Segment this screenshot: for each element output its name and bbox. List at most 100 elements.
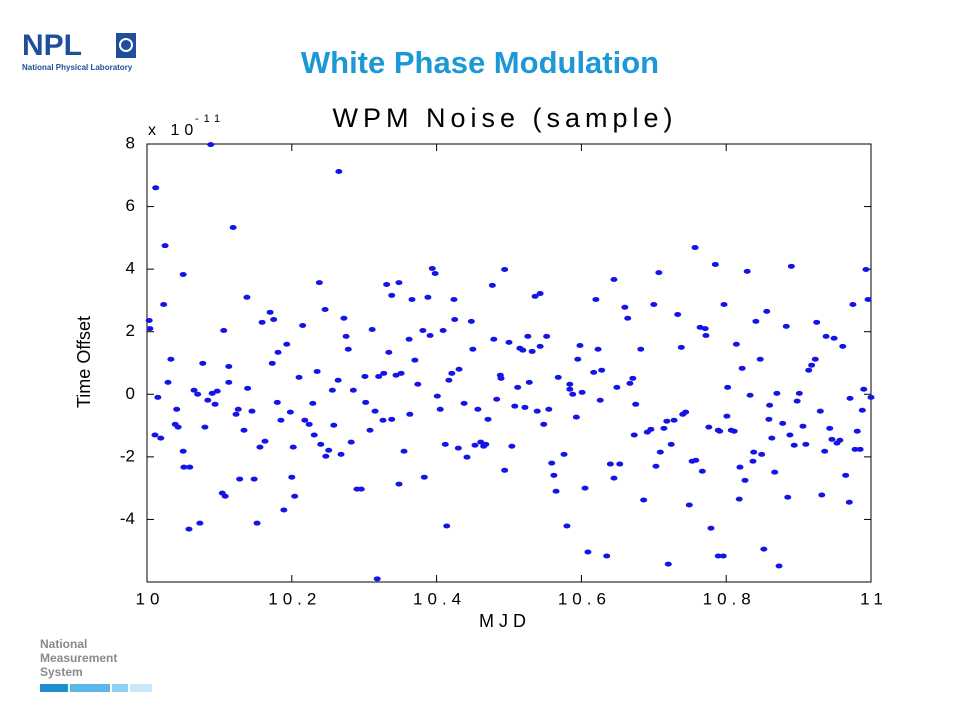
footer-bar xyxy=(130,684,152,692)
point xyxy=(361,373,369,379)
point xyxy=(652,463,660,469)
point xyxy=(173,406,181,412)
point xyxy=(196,520,204,526)
point xyxy=(552,488,560,494)
point xyxy=(842,472,850,478)
point xyxy=(730,428,738,434)
y-tick-label: -4 xyxy=(120,509,135,528)
point xyxy=(428,266,436,272)
point xyxy=(528,348,536,354)
point xyxy=(145,317,153,323)
point xyxy=(180,464,188,470)
point xyxy=(328,387,336,393)
point xyxy=(167,356,175,362)
point xyxy=(349,387,357,393)
point xyxy=(664,561,672,567)
y-axis-label: Time Offset xyxy=(74,316,94,408)
point xyxy=(738,365,746,371)
point xyxy=(822,333,830,339)
point xyxy=(273,399,281,405)
logo-bg xyxy=(22,30,102,60)
point xyxy=(584,549,592,555)
point xyxy=(773,390,781,396)
point xyxy=(811,356,819,362)
y-tick-label: 2 xyxy=(126,321,135,340)
point xyxy=(524,333,532,339)
point xyxy=(864,296,872,302)
point xyxy=(616,461,624,467)
point xyxy=(433,393,441,399)
point xyxy=(501,467,509,473)
point xyxy=(735,496,743,502)
point xyxy=(701,326,709,332)
point xyxy=(490,336,498,342)
point xyxy=(253,520,261,526)
point xyxy=(752,318,760,324)
point xyxy=(270,317,278,323)
point xyxy=(236,476,244,482)
point xyxy=(443,523,451,529)
point xyxy=(545,406,553,412)
point xyxy=(463,454,471,460)
point xyxy=(460,400,468,406)
point xyxy=(572,414,580,420)
point xyxy=(610,475,618,481)
point xyxy=(289,444,297,450)
point xyxy=(207,142,215,148)
point xyxy=(497,375,505,381)
point xyxy=(763,308,771,314)
slide-title: White Phase Modulation xyxy=(301,45,659,80)
y-tick-label: 4 xyxy=(126,259,135,278)
point xyxy=(161,243,169,249)
point xyxy=(395,481,403,487)
point xyxy=(179,271,187,277)
point xyxy=(258,319,266,325)
point xyxy=(277,417,285,423)
point xyxy=(151,432,159,438)
footer-bar xyxy=(70,684,110,692)
point xyxy=(719,553,727,559)
point xyxy=(371,408,379,414)
point xyxy=(802,441,810,447)
point xyxy=(736,464,744,470)
point xyxy=(388,416,396,422)
point xyxy=(380,370,388,376)
point xyxy=(846,395,854,401)
point xyxy=(849,301,857,307)
point xyxy=(596,397,604,403)
point xyxy=(632,401,640,407)
point xyxy=(670,417,678,423)
point xyxy=(787,263,795,269)
point xyxy=(225,363,233,369)
point xyxy=(301,417,309,423)
logo-crest-mark xyxy=(119,38,133,52)
point xyxy=(424,294,432,300)
point xyxy=(186,464,194,470)
point xyxy=(525,379,533,385)
point xyxy=(190,387,198,393)
point xyxy=(862,266,870,272)
point xyxy=(375,373,383,379)
point xyxy=(146,326,154,332)
point xyxy=(692,457,700,463)
point xyxy=(554,374,562,380)
point xyxy=(750,449,758,455)
point xyxy=(724,384,732,390)
point xyxy=(705,424,713,430)
y-multiplier-exponent: -11 xyxy=(195,113,225,125)
point xyxy=(335,169,343,175)
point xyxy=(826,425,834,431)
point xyxy=(540,421,548,427)
x-tick-label: 10 xyxy=(136,589,165,608)
point xyxy=(439,327,447,333)
point xyxy=(248,408,256,414)
point xyxy=(813,319,821,325)
point xyxy=(508,443,516,449)
point xyxy=(560,451,568,457)
point xyxy=(469,346,477,352)
point xyxy=(853,428,861,434)
point xyxy=(569,391,577,397)
point xyxy=(309,400,317,406)
x-tick-label: 10.4 xyxy=(413,589,466,608)
point xyxy=(592,296,600,302)
